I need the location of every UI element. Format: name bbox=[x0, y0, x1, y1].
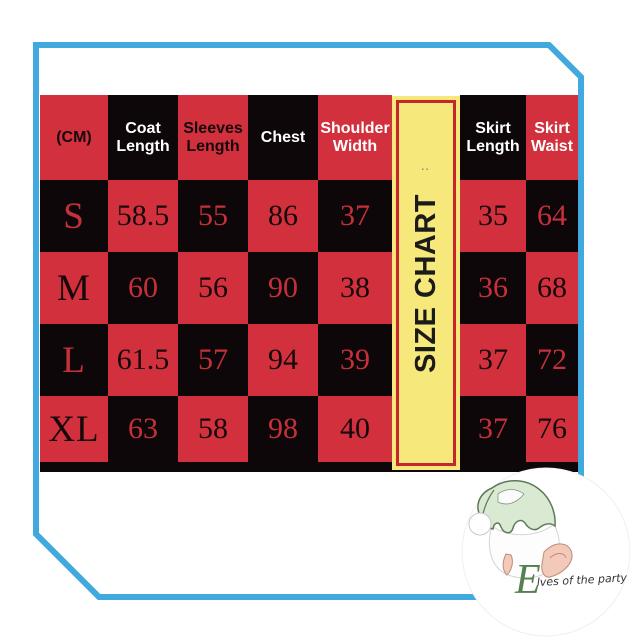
col-header-size: (CM) bbox=[40, 95, 108, 180]
elf-ear-left-icon bbox=[502, 553, 513, 576]
skirt_length-value-S: 35 bbox=[460, 180, 526, 252]
sleeves-value-XL: 58 bbox=[178, 396, 248, 462]
coat-value-XL: 63 bbox=[108, 396, 178, 462]
chest-value-M: 90 bbox=[248, 252, 318, 324]
pom-pom-icon bbox=[468, 512, 492, 536]
sleeves-value-L: 57 bbox=[178, 324, 248, 396]
elf-ear-fold bbox=[549, 553, 567, 559]
elf-hat-icon bbox=[477, 480, 556, 534]
skirt_waist-value-L: 72 bbox=[526, 324, 578, 396]
skirt_length-value-M: 36 bbox=[460, 252, 526, 324]
elf-hat-notch bbox=[497, 489, 525, 505]
col-header-shoulder: Shoulder Width bbox=[318, 95, 392, 180]
col-header-coat: Coat Length bbox=[108, 95, 178, 180]
col-header-sleeves: Sleeves Length bbox=[178, 95, 248, 180]
shoulder-value-L: 39 bbox=[318, 324, 392, 396]
shoulder-value-S: 37 bbox=[318, 180, 392, 252]
size-chart-table: (CM) Coat Length Sleeves Length Chest Should… bbox=[40, 95, 578, 472]
elf-logo-icon: E lves of the party bbox=[461, 467, 631, 637]
brand-logo: E lves of the party bbox=[458, 466, 638, 638]
col-header-chest: Chest bbox=[248, 95, 318, 180]
shoulder-value-XL: 40 bbox=[318, 396, 392, 462]
col-header-skirt_length: Skirt Length bbox=[460, 95, 526, 180]
elf-ear-icon bbox=[541, 543, 573, 578]
skirt_waist-value-S: 64 bbox=[526, 180, 578, 252]
banner-dots: ‥ bbox=[420, 158, 432, 173]
chest-value-S: 86 bbox=[248, 180, 318, 252]
size-chart-banner: ‥ SIZE CHART bbox=[392, 96, 460, 470]
chest-value-L: 94 bbox=[248, 324, 318, 396]
skirt_length-value-L: 37 bbox=[460, 324, 526, 396]
logo-initial: E bbox=[514, 557, 541, 603]
row-label-L: L bbox=[40, 324, 108, 396]
row-label-XL: XL bbox=[40, 396, 108, 462]
skirt_waist-value-M: 68 bbox=[526, 252, 578, 324]
shoulder-value-M: 38 bbox=[318, 252, 392, 324]
banner-inner-border bbox=[396, 100, 456, 466]
chest-value-XL: 98 bbox=[248, 396, 318, 462]
skirt_waist-value-XL: 76 bbox=[526, 396, 578, 462]
coat-value-M: 60 bbox=[108, 252, 178, 324]
banner-title-wrap: SIZE CHART bbox=[392, 96, 460, 470]
row-label-M: M bbox=[40, 252, 108, 324]
row-label-S: S bbox=[40, 180, 108, 252]
banner-title: SIZE CHART bbox=[409, 193, 442, 373]
skirt_length-value-XL: 37 bbox=[460, 396, 526, 462]
coat-value-L: 61.5 bbox=[108, 324, 178, 396]
col-header-skirt_waist: Skirt Waist bbox=[526, 95, 578, 180]
logo-wordmark: lves of the party bbox=[536, 571, 627, 589]
sleeves-value-S: 55 bbox=[178, 180, 248, 252]
sleeves-value-M: 56 bbox=[178, 252, 248, 324]
coat-value-S: 58.5 bbox=[108, 180, 178, 252]
